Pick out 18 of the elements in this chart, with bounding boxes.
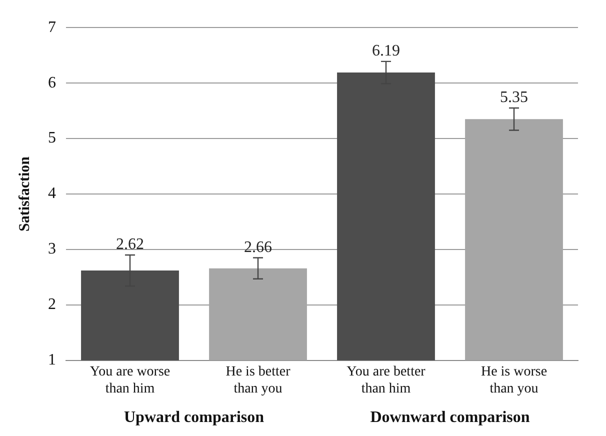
data-label: 5.35 — [500, 89, 528, 106]
y-tick-label: 2 — [48, 296, 56, 314]
x-tick-label: He is worse than you — [480, 364, 548, 396]
y-tick-label: 6 — [48, 74, 56, 92]
data-label: 2.66 — [244, 238, 272, 256]
x-tick-label: He is better than you — [226, 364, 291, 396]
x-tick-label: You are worse than him — [90, 364, 170, 396]
y-tick-label: 1 — [48, 352, 56, 369]
text: Upward comparison — [124, 409, 264, 426]
x-tick-label: You are better than him — [346, 364, 426, 396]
y-tick-label: 7 — [48, 18, 56, 36]
data-label: 2.62 — [116, 236, 144, 254]
y-tick-label: 4 — [48, 185, 56, 202]
data-label: 6.19 — [372, 42, 400, 60]
y-axis-title: Satisfaction — [16, 156, 33, 232]
text: Downward comparison — [370, 409, 530, 426]
y-tick-label: 3 — [48, 240, 56, 258]
y-tick-label: 5 — [48, 130, 56, 147]
